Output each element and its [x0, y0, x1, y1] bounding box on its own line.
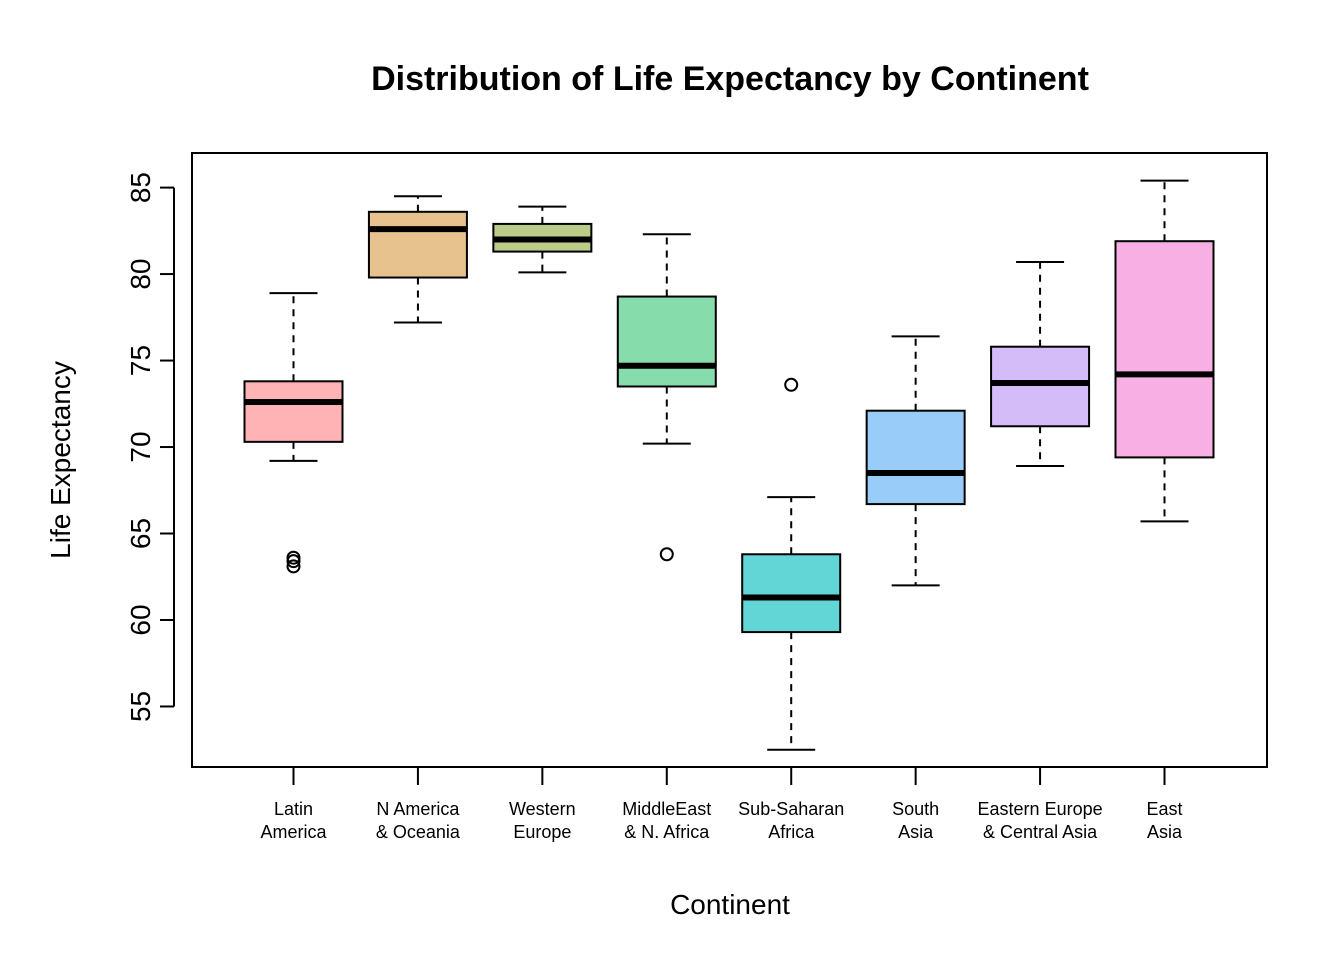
- y-axis: 55 60 65 70 75 80 85: [125, 172, 175, 722]
- y-tick-label: 55: [125, 691, 156, 722]
- x-tick-label: N America: [376, 799, 460, 819]
- x-tick-label: East: [1146, 799, 1182, 819]
- box-group: [865, 335, 966, 587]
- x-tick-label: & Oceania: [376, 822, 461, 842]
- x-tick-label: Asia: [898, 822, 934, 842]
- x-axis: Latin America N America & Oceania Western Eur…: [260, 766, 1183, 842]
- outlier-point: [784, 377, 799, 392]
- box-group: [367, 195, 468, 324]
- box-group: [492, 205, 593, 274]
- box-group: [1114, 179, 1215, 523]
- x-tick-label: Western: [509, 799, 576, 819]
- y-axis-label: Life Expectancy: [45, 361, 76, 559]
- x-tick-label: Europe: [513, 822, 571, 842]
- iqr-box: [367, 210, 468, 279]
- x-tick-label: Africa: [768, 822, 815, 842]
- chart-title: Distribution of Life Expectancy by Conti…: [371, 60, 1089, 98]
- x-tick-label: South: [892, 799, 939, 819]
- x-axis-label: Continent: [670, 889, 790, 920]
- plot-frame: [191, 152, 1268, 768]
- iqr-box: [741, 553, 842, 634]
- x-tick-label: Sub-Saharan: [738, 799, 844, 819]
- y-tick-label: 60: [125, 604, 156, 635]
- box-group: [243, 292, 344, 574]
- iqr-box: [243, 380, 344, 443]
- box-group: [616, 233, 717, 562]
- y-tick-label: 85: [125, 172, 156, 203]
- iqr-box: [1114, 240, 1215, 459]
- outlier-point: [659, 547, 674, 562]
- y-tick-label: 70: [125, 431, 156, 462]
- x-tick-label: & N. Africa: [624, 822, 710, 842]
- x-tick-label: Latin: [274, 799, 313, 819]
- box-group: [990, 260, 1091, 468]
- x-tick-label: Eastern Europe: [978, 799, 1103, 819]
- y-tick-label: 80: [125, 258, 156, 289]
- y-tick-label: 65: [125, 518, 156, 549]
- box-group: [741, 377, 842, 751]
- x-tick-label: America: [260, 822, 327, 842]
- y-tick-label: 75: [125, 345, 156, 376]
- outlier-point: [286, 550, 301, 565]
- iqr-box: [865, 409, 966, 506]
- iqr-box: [990, 345, 1091, 428]
- x-tick-label: & Central Asia: [983, 822, 1098, 842]
- boxes-layer: [243, 179, 1215, 751]
- iqr-box: [616, 295, 717, 388]
- x-tick-label: MiddleEast: [622, 799, 711, 819]
- x-tick-label: Asia: [1147, 822, 1183, 842]
- outlier-point: [286, 559, 301, 574]
